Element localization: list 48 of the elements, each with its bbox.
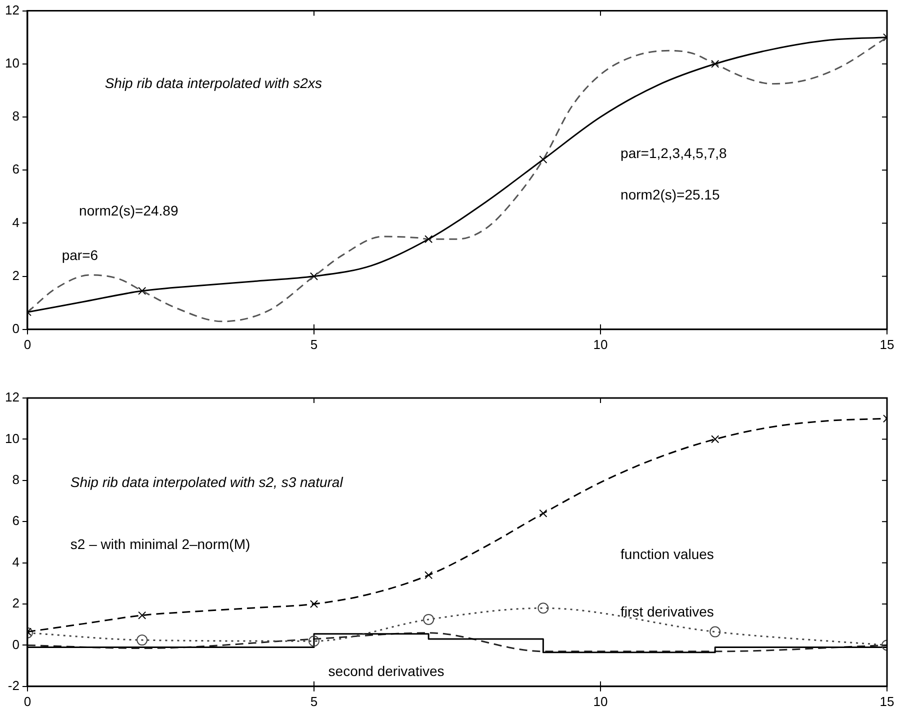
annotation: s2 – with minimal 2–norm(M) (70, 536, 250, 552)
y-tick-label: 12 (4, 390, 20, 405)
point (539, 155, 548, 164)
x-tick-label: 5 (310, 694, 318, 709)
annotation: Ship rib data interpolated with s2, s3 natural (70, 474, 344, 490)
annotation: norm2(s)=24.89 (79, 202, 178, 218)
point (138, 611, 146, 620)
point (424, 571, 433, 580)
y-tick-label: 8 (12, 472, 20, 487)
annotation: norm2(s)=25.15 (620, 186, 720, 202)
y-tick-label: 10 (4, 430, 20, 446)
annotation: first derivatives (620, 604, 714, 620)
x-tick-label: 15 (880, 336, 894, 352)
x-tick-label: 15 (880, 694, 894, 709)
point (310, 600, 318, 608)
point (711, 435, 720, 444)
annotation: par=1,2,3,4,5,7,8 (620, 145, 728, 162)
y-tick-label: 8 (12, 108, 20, 124)
annotation: Ship rib data interpolated with s2xs (104, 74, 322, 91)
x-tick-label: 5 (310, 336, 318, 352)
y-tick-label: 2 (12, 268, 20, 283)
x-tick-label: 0 (24, 694, 32, 709)
x-tick-label: 10 (593, 694, 608, 709)
y-tick-label: 10 (4, 55, 20, 70)
x-tick-label: 0 (24, 336, 32, 352)
y-tick-label: 0 (12, 636, 20, 652)
y-tick-label: 2 (12, 596, 20, 611)
point (710, 626, 721, 638)
point (424, 235, 433, 244)
y-tick-label: -2 (8, 678, 20, 693)
y-tick-label: 4 (12, 214, 20, 230)
x-tick-label: 10 (593, 336, 608, 352)
point (539, 509, 548, 518)
y-tick-label: 6 (12, 513, 20, 528)
point (308, 636, 320, 647)
annotation: second derivatives (328, 662, 444, 679)
point (138, 286, 146, 295)
y-tick-label: 0 (12, 320, 20, 336)
point (538, 602, 549, 614)
point (423, 614, 434, 625)
point (711, 60, 720, 68)
point (310, 272, 318, 280)
annotation: par=6 (62, 246, 98, 263)
y-tick-label: 4 (12, 554, 20, 570)
y-tick-label: 6 (12, 162, 20, 177)
point (136, 634, 148, 646)
y-tick-label: 12 (4, 2, 20, 18)
annotation: function values (620, 546, 714, 562)
